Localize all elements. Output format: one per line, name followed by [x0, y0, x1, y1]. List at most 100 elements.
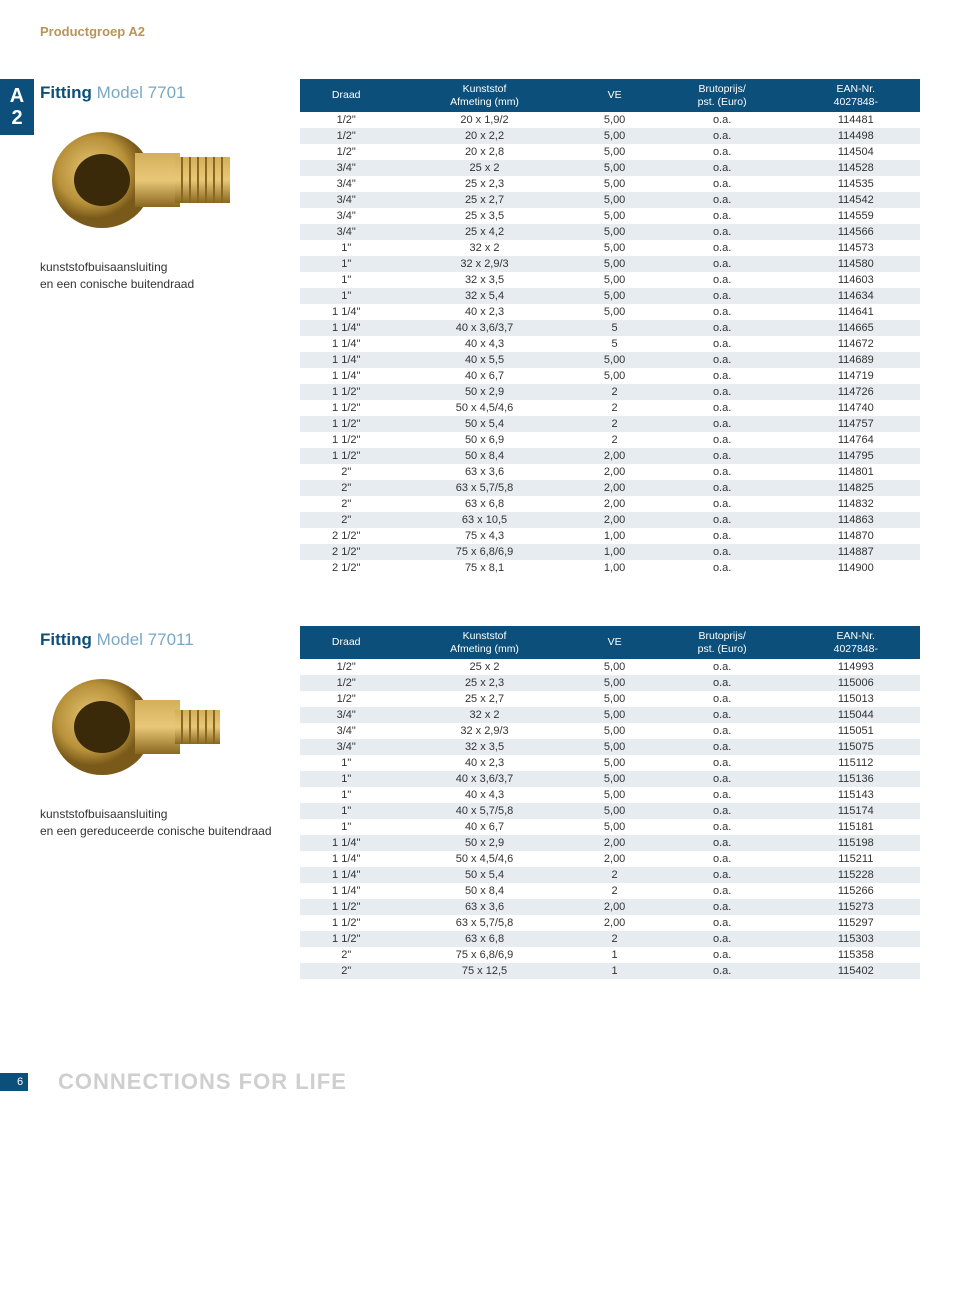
table-cell: 5,00 [577, 723, 653, 739]
table-cell: 114719 [792, 368, 920, 384]
table-cell: 2 [577, 384, 653, 400]
a2-badge: A 2 [0, 79, 34, 135]
table-cell: 25 x 2,3 [392, 675, 576, 691]
table-cell: 63 x 6,8 [392, 931, 576, 947]
table-cell: 40 x 2,3 [392, 304, 576, 320]
table-row: 1 1/4"50 x 4,5/4,62,00o.a.115211 [300, 851, 920, 867]
table-cell: 115228 [792, 867, 920, 883]
table-row: 1/2"20 x 2,25,00o.a.114498 [300, 128, 920, 144]
table-cell: 5,00 [577, 144, 653, 160]
table-cell: o.a. [653, 320, 792, 336]
table-cell: o.a. [653, 512, 792, 528]
table-cell: o.a. [653, 336, 792, 352]
table-cell: o.a. [653, 128, 792, 144]
table-cell: o.a. [653, 723, 792, 739]
table-cell: 5,00 [577, 691, 653, 707]
fitting-image-1 [40, 115, 250, 245]
table-cell: 114757 [792, 416, 920, 432]
table-cell: 2,00 [577, 448, 653, 464]
table-row: 1 1/4"40 x 6,75,00o.a.114719 [300, 368, 920, 384]
table-cell: 115402 [792, 963, 920, 979]
table-cell: 1 1/4" [300, 352, 392, 368]
table-cell: 1 1/4" [300, 883, 392, 899]
table-cell: 1 1/2" [300, 915, 392, 931]
table-cell: o.a. [653, 835, 792, 851]
table-cell: 115273 [792, 899, 920, 915]
table-cell: 50 x 6,9 [392, 432, 576, 448]
table-cell: 1" [300, 803, 392, 819]
table-cell: o.a. [653, 739, 792, 755]
table-row: 2"75 x 12,51o.a.115402 [300, 963, 920, 979]
col-header: VE [577, 626, 653, 659]
table-cell: 5 [577, 320, 653, 336]
table-cell: 114900 [792, 560, 920, 576]
title-prefix: Fitting [40, 83, 92, 102]
table-cell: 5,00 [577, 803, 653, 819]
table-row: 1 1/2"50 x 8,42,00o.a.114795 [300, 448, 920, 464]
table-cell: 1/2" [300, 144, 392, 160]
table-cell: 114832 [792, 496, 920, 512]
page-number: 6 [0, 1073, 28, 1091]
table-cell: 114566 [792, 224, 920, 240]
table-cell: o.a. [653, 496, 792, 512]
desc-line2: en een conische buitendraad [40, 276, 300, 293]
table-cell: 5,00 [577, 112, 653, 128]
col-header: EAN-Nr.4027848- [792, 79, 920, 112]
table-cell: 2,00 [577, 899, 653, 915]
table-cell: 114672 [792, 336, 920, 352]
table-cell: 114481 [792, 112, 920, 128]
table-cell: 2" [300, 963, 392, 979]
table-cell: 25 x 2,7 [392, 192, 576, 208]
table-row: 1 1/2"63 x 5,7/5,82,00o.a.115297 [300, 915, 920, 931]
table-cell: 3/4" [300, 224, 392, 240]
table-row: 1 1/2"50 x 2,92o.a.114726 [300, 384, 920, 400]
table-cell: 40 x 5,5 [392, 352, 576, 368]
table-cell: 2 1/2" [300, 528, 392, 544]
table-cell: 1" [300, 256, 392, 272]
table-cell: 20 x 2,2 [392, 128, 576, 144]
table-cell: 2 [577, 931, 653, 947]
table-cell: 1 1/4" [300, 320, 392, 336]
table-cell: 115303 [792, 931, 920, 947]
table-cell: o.a. [653, 851, 792, 867]
table-cell: 50 x 4,5/4,6 [392, 400, 576, 416]
table-cell: 50 x 2,9 [392, 835, 576, 851]
table-cell: 5,00 [577, 352, 653, 368]
table-cell: 50 x 5,4 [392, 416, 576, 432]
table-cell: 5,00 [577, 160, 653, 176]
table-cell: 1/2" [300, 691, 392, 707]
table-row: 3/4"32 x 25,00o.a.115044 [300, 707, 920, 723]
table-cell: o.a. [653, 528, 792, 544]
product-group-label: Productgroep A2 [40, 24, 920, 39]
table-row: 1 1/4"40 x 2,35,00o.a.114641 [300, 304, 920, 320]
table-cell: o.a. [653, 240, 792, 256]
table-cell: o.a. [653, 899, 792, 915]
table-row: 1"32 x 3,55,00o.a.114603 [300, 272, 920, 288]
table-cell: o.a. [653, 224, 792, 240]
table-cell: o.a. [653, 416, 792, 432]
table-cell: 40 x 2,3 [392, 755, 576, 771]
table-cell: 1/2" [300, 128, 392, 144]
table-cell: 114665 [792, 320, 920, 336]
table-cell: 25 x 2 [392, 160, 576, 176]
table-cell: 20 x 2,8 [392, 144, 576, 160]
table-cell: 3/4" [300, 176, 392, 192]
table-cell: 2,00 [577, 851, 653, 867]
table-cell: 3/4" [300, 208, 392, 224]
table-cell: 63 x 3,6 [392, 464, 576, 480]
table-cell: 2 [577, 883, 653, 899]
table-cell: 115013 [792, 691, 920, 707]
table-cell: 75 x 4,3 [392, 528, 576, 544]
table-cell: o.a. [653, 208, 792, 224]
table-row: 1"40 x 6,75,00o.a.115181 [300, 819, 920, 835]
table-row: 1/2"20 x 2,85,00o.a.114504 [300, 144, 920, 160]
table-cell: 1" [300, 240, 392, 256]
section-7701: A 2 Fitting Model 7701 [40, 79, 920, 576]
table-cell: 5,00 [577, 224, 653, 240]
col-header: EAN-Nr.4027848- [792, 626, 920, 659]
table-cell: 114542 [792, 192, 920, 208]
table-7701: DraadKunststofAfmeting (mm)VEBrutoprijs/… [300, 79, 920, 576]
table-cell: 5,00 [577, 707, 653, 723]
table-cell: o.a. [653, 755, 792, 771]
table-cell: o.a. [653, 256, 792, 272]
